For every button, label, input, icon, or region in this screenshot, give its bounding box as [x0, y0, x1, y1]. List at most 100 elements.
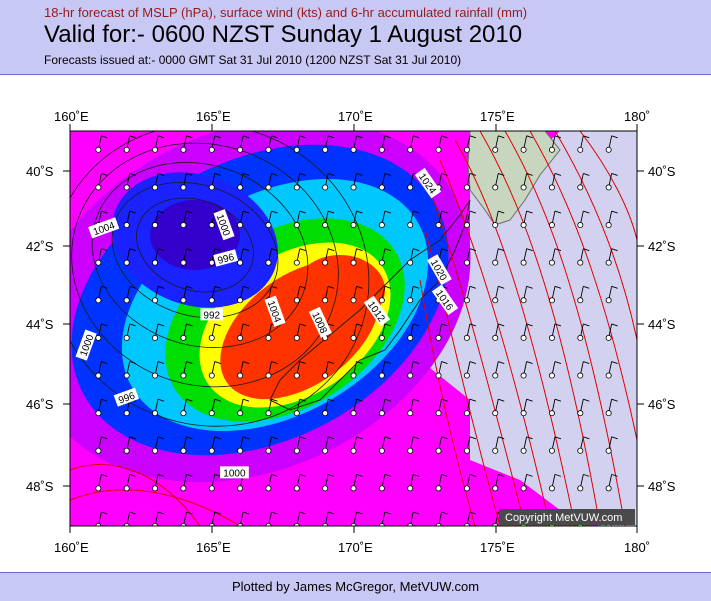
wind-barb-flag [299, 173, 306, 176]
copyright-box: Copyright MetVUW.com [499, 509, 635, 525]
wind-station-dot [237, 372, 244, 379]
wind-barb-flag [583, 436, 590, 440]
wind-barb-flag [101, 323, 108, 327]
lon-label: 180˚ [624, 109, 650, 124]
wind-station-dot [492, 523, 499, 526]
wind-station-dot [548, 410, 555, 417]
wind-station-dot [180, 259, 187, 266]
wind-barb-flag [441, 135, 448, 139]
wind-barb-flag [129, 361, 136, 364]
wind-station-dot [322, 372, 329, 379]
wind-barb-flag [242, 323, 250, 327]
wind-barb-flag [356, 285, 363, 289]
wind-station-dot [605, 410, 612, 417]
wind-barb-flag [157, 473, 165, 477]
wind-barb-flag [469, 285, 477, 289]
wind-barb-flag [186, 285, 193, 289]
wind-barb-flag [214, 135, 221, 139]
wind-station-dot [463, 410, 470, 417]
wind-station-dot [378, 372, 385, 379]
wind-station-dot [492, 259, 499, 266]
wind-barb-flag [413, 361, 420, 364]
wind-station-dot [548, 447, 555, 454]
wind-barb-flag [299, 361, 306, 364]
wind-station-dot [463, 334, 470, 341]
wind-station-dot [463, 146, 470, 153]
wind-station-dot [350, 485, 357, 492]
wind-station-dot [548, 222, 555, 229]
wind-barb-flag [157, 361, 165, 364]
wind-barb-flag [441, 323, 448, 327]
wind-station-dot [350, 447, 357, 454]
wind-station-dot [577, 410, 584, 417]
wind-barb-flag [186, 248, 193, 252]
wind-barb-flag [611, 173, 618, 176]
wind-barb-flag [469, 323, 477, 327]
wind-barb-flag [157, 173, 165, 176]
lat-label: 40˚S [648, 164, 676, 179]
wind-barb-flag [611, 323, 618, 327]
wind-barb-flag [299, 436, 306, 440]
wind-station-dot [577, 146, 584, 153]
wind-station-dot [492, 297, 499, 304]
wind-barb-flag [526, 285, 533, 289]
wind-barb-flag [583, 398, 590, 402]
wind-barb-flag [356, 436, 363, 440]
wind-barb-flag [101, 511, 108, 515]
wind-station-dot [463, 523, 470, 526]
wind-station-dot [520, 410, 527, 417]
wind-barb-flag [129, 248, 136, 252]
wind-barb-flag [214, 511, 221, 515]
wind-station-dot [548, 146, 555, 153]
wind-station-dot [520, 372, 527, 379]
wind-station-dot [492, 447, 499, 454]
wind-station-dot [208, 146, 215, 153]
wind-barb-flag [554, 436, 562, 440]
wind-barb-flag [129, 323, 136, 327]
wind-barb-flag [611, 473, 618, 477]
wind-station-dot [152, 146, 159, 153]
lat-label: 40˚S [26, 164, 54, 179]
wind-barb-flag [299, 473, 306, 477]
wind-station-dot [492, 410, 499, 417]
wind-station-dot [123, 485, 130, 492]
wind-barb-flag [299, 398, 306, 402]
wind-station-dot [265, 259, 272, 266]
wind-barb-flag [611, 398, 618, 402]
wind-barb-flag [554, 473, 562, 477]
wind-barb-flag [101, 361, 108, 364]
wind-barb-flag [271, 398, 278, 402]
wind-barb-flag [384, 173, 391, 176]
wind-barb-flag [242, 511, 250, 515]
wind-station-dot [180, 410, 187, 417]
lon-label: 180˚ [624, 540, 650, 555]
wind-station-dot [605, 184, 612, 191]
wind-station-dot [407, 334, 414, 341]
wind-barb-flag [526, 248, 533, 252]
wind-barb-flag [498, 248, 505, 252]
wind-barb-flag [242, 135, 250, 139]
wind-station-dot [123, 372, 130, 379]
wind-station-dot [520, 447, 527, 454]
wind-station-dot [407, 146, 414, 153]
wind-station-dot [180, 184, 187, 191]
wind-barb-flag [611, 361, 618, 364]
wind-barb-flag [498, 361, 505, 364]
wind-station-dot [208, 222, 215, 229]
lat-label: 48˚S [648, 479, 676, 494]
wind-barb-flag [328, 473, 335, 477]
lon-label: 160˚E [54, 109, 89, 124]
wind-station-dot [407, 222, 414, 229]
wind-barb-flag [186, 210, 193, 214]
wind-station-dot [237, 410, 244, 417]
wind-barb-flag [554, 135, 562, 139]
wind-station-dot [350, 146, 357, 153]
wind-barb-flag [101, 210, 108, 214]
wind-barb-flag [384, 285, 391, 289]
wind-barb-flag [469, 398, 477, 402]
wind-barb-flag [469, 135, 477, 139]
wind-barb-flag [554, 323, 562, 327]
wind-barb-flag [299, 135, 306, 139]
wind-station-dot [265, 372, 272, 379]
wind-barb-flag [214, 323, 221, 327]
